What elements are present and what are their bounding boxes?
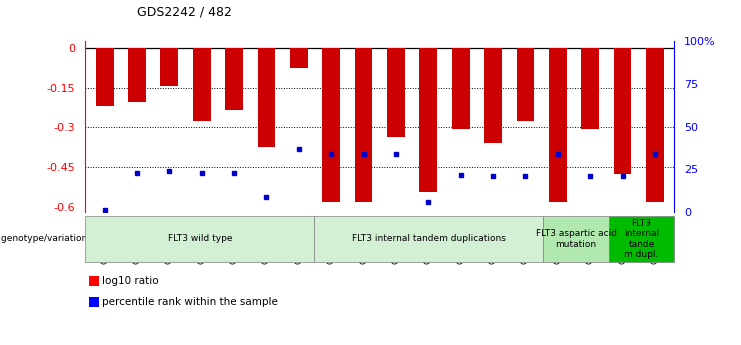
Bar [161,48,179,86]
Text: percentile rank within the sample: percentile rank within the sample [102,297,278,307]
Text: FLT3
internal
tande
m dupl.: FLT3 internal tande m dupl. [624,219,659,259]
Bar [387,48,405,137]
Bar [193,48,210,121]
Bar [419,48,437,192]
Bar [516,48,534,121]
Text: genotype/variation ▶: genotype/variation ▶ [1,234,98,244]
Bar [96,48,113,106]
Bar [549,48,567,201]
Bar [614,48,631,174]
Bar [484,48,502,143]
Bar [290,48,308,68]
Text: log10 ratio: log10 ratio [102,276,159,286]
Bar [128,48,146,102]
Text: GDS2242 / 482: GDS2242 / 482 [137,6,232,19]
Bar [452,48,470,129]
Text: FLT3 internal tandem duplications: FLT3 internal tandem duplications [352,234,506,244]
Bar [355,48,373,201]
Bar [581,48,599,129]
Bar [258,48,276,147]
Bar [646,48,664,201]
Bar [225,48,243,110]
Text: FLT3 aspartic acid
mutation: FLT3 aspartic acid mutation [536,229,617,249]
Text: FLT3 wild type: FLT3 wild type [167,234,232,244]
Bar [322,48,340,201]
